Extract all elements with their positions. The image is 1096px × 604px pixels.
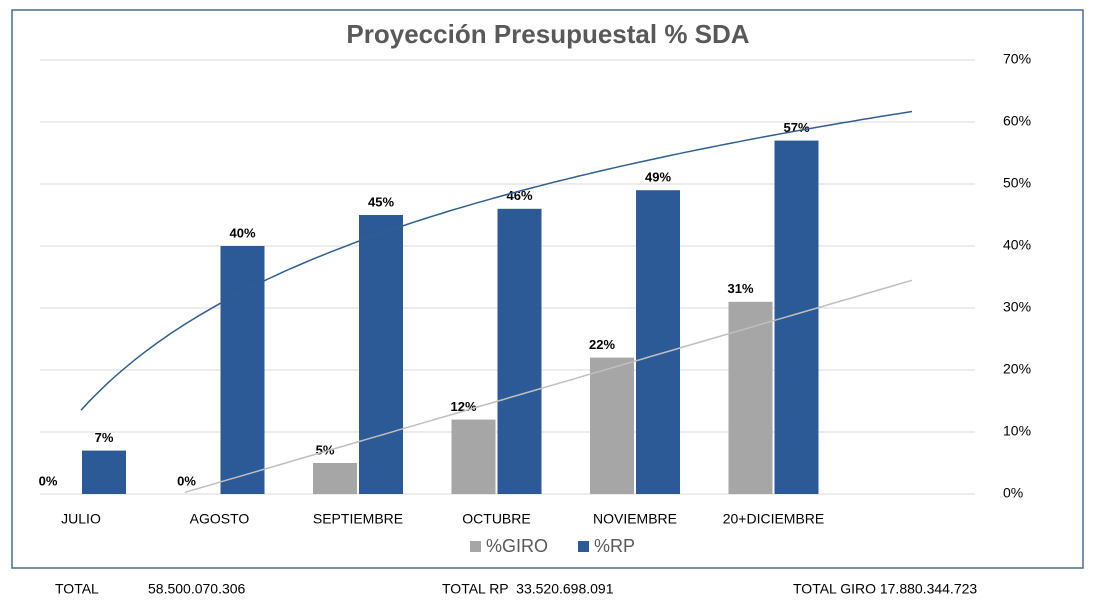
footer-text: TOTAL GIRO 17.880.344.723 <box>793 581 977 597</box>
x-tick-label: NOVIEMBRE <box>593 511 677 527</box>
x-tick-label: AGOSTO <box>190 511 250 527</box>
data-label: 57% <box>783 120 809 135</box>
data-label: 49% <box>645 170 671 185</box>
x-tick-label: JULIO <box>61 511 101 527</box>
bar <box>82 450 126 494</box>
y-tick-label: 40% <box>1003 237 1031 253</box>
data-label: 40% <box>229 225 255 240</box>
bar <box>774 140 819 494</box>
data-label: 5% <box>316 442 335 457</box>
y-tick-label: 60% <box>1003 113 1031 129</box>
bar <box>636 190 680 494</box>
chart-frame <box>11 9 1084 569</box>
legend-label: %RP <box>594 536 635 556</box>
y-tick-label: 70% <box>1003 51 1031 67</box>
y-tick-label: 0% <box>1003 485 1023 501</box>
bar <box>728 301 773 494</box>
y-tick-label: 30% <box>1003 299 1031 315</box>
data-label: 12% <box>450 399 476 414</box>
bar <box>451 419 496 494</box>
bar <box>359 215 403 494</box>
x-tick-label: OCTUBRE <box>462 511 530 527</box>
data-label: 22% <box>589 337 615 352</box>
legend-label: %GIRO <box>486 536 548 556</box>
data-label: 0% <box>39 473 58 488</box>
trendline <box>184 279 913 494</box>
data-label: 7% <box>95 430 114 445</box>
bar <box>497 208 542 495</box>
chart-title: Proyección Presupuestal % SDA <box>346 19 749 49</box>
y-tick-label: 50% <box>1003 175 1031 191</box>
y-tick-label: 10% <box>1003 423 1031 439</box>
bar <box>590 357 634 494</box>
data-label: 45% <box>368 194 394 209</box>
trendline <box>80 110 913 411</box>
footer-text: TOTAL <box>55 581 99 597</box>
bar <box>313 463 357 494</box>
bar <box>220 246 265 494</box>
legend-swatch <box>578 541 589 552</box>
legend-swatch <box>470 541 481 552</box>
x-tick-label: 20+DICIEMBRE <box>723 511 825 527</box>
footer-text: TOTAL RP 33.520.698.091 <box>442 581 614 597</box>
data-label: 46% <box>506 188 532 203</box>
y-tick-label: 20% <box>1003 361 1031 377</box>
data-label: 31% <box>727 281 753 296</box>
footer-text: 58.500.070.306 <box>148 581 246 597</box>
x-tick-label: SEPTIEMBRE <box>313 511 403 527</box>
data-label: 0% <box>177 473 196 488</box>
